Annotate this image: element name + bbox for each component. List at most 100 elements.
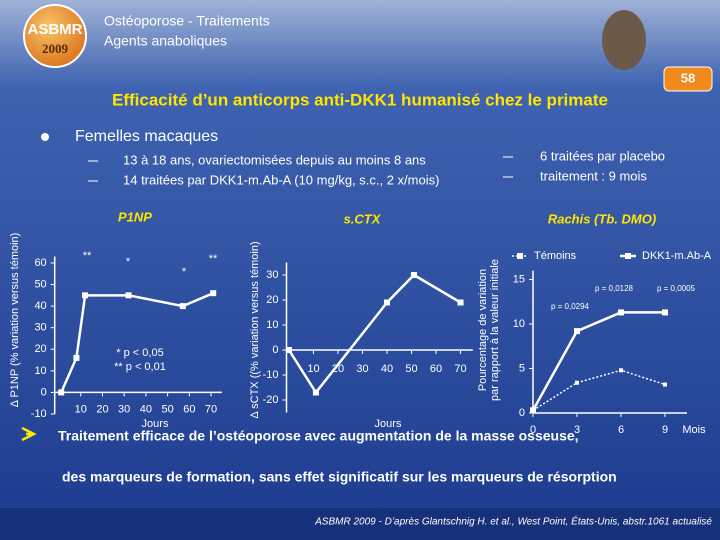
- annotation: * p < 0,05: [116, 347, 163, 359]
- x-tick-label: 50: [161, 403, 173, 415]
- y-tick-label: -10: [263, 369, 279, 381]
- legend-marker: [625, 253, 631, 259]
- y-tick-label: 30: [34, 322, 46, 334]
- footer-band: [0, 508, 720, 540]
- data-point: [663, 382, 667, 387]
- monkey-icon: [602, 10, 646, 70]
- x-axis-label: Jours: [142, 418, 169, 430]
- y-tick-label: 50: [34, 278, 46, 290]
- footer: ASBMR 2009 - D’après Glantschnig H. et a…: [314, 515, 712, 528]
- x-tick-label: 9: [662, 424, 668, 436]
- x-tick-label: 10: [307, 363, 319, 375]
- header-line: Agents anaboliques: [104, 33, 227, 49]
- x-axis-label: Mois: [682, 424, 706, 436]
- conclusion: des marqueurs de formation, sans effet s…: [62, 469, 617, 485]
- annotation: *: [126, 256, 131, 268]
- chart-title: s.CTX: [344, 211, 382, 226]
- data-point: [619, 368, 623, 373]
- x-tick-label: 40: [140, 403, 152, 415]
- y-axis-label: Δ P1NP (% variation versus témoin): [9, 233, 21, 408]
- data-point: [82, 292, 89, 299]
- data-point: [574, 328, 580, 335]
- x-tick-label: 0: [530, 424, 536, 436]
- data-point: [575, 380, 579, 385]
- y-tick-label: 10: [513, 318, 525, 330]
- y-tick-label: 30: [266, 269, 278, 281]
- x-tick-label: 70: [454, 363, 466, 375]
- x-tick-label: 20: [96, 403, 108, 415]
- data-point: [662, 309, 668, 316]
- legend-label: Témoins: [534, 250, 577, 262]
- series-line: [60, 292, 214, 393]
- detail: traitement : 9 mois: [540, 168, 647, 183]
- x-axis-label: Jours: [375, 418, 402, 430]
- data-point: [125, 292, 132, 299]
- data-point: [312, 389, 319, 396]
- x-tick-label: 20: [332, 363, 344, 375]
- y-tick-label: 5: [519, 362, 525, 374]
- y-tick-label: 40: [34, 300, 46, 312]
- y-tick-label: 0: [41, 386, 47, 398]
- x-tick-label: 50: [405, 363, 417, 375]
- data-point: [618, 309, 624, 316]
- data-point: [384, 299, 391, 306]
- data-point: [210, 290, 217, 297]
- data-point: [457, 299, 464, 306]
- y-tick-label: 60: [34, 257, 46, 269]
- page-number: 58: [681, 70, 695, 85]
- detail: 14 traitées par DKK1-m.Ab-A (10 mg/kg, s…: [123, 172, 439, 187]
- y-axis-label: Pourcentage de variation: [477, 269, 489, 391]
- x-tick-label: 30: [118, 403, 130, 415]
- y-axis-label: Δ sCTX ((% variation versus témoin): [249, 241, 261, 418]
- bullet-text: Femelles macaques: [75, 128, 218, 145]
- chart-title: Rachis (Tb. DMO): [548, 211, 656, 226]
- x-tick-label: 60: [183, 403, 195, 415]
- x-tick-label: 6: [618, 424, 624, 436]
- y-tick-label: 0: [519, 407, 525, 419]
- annotation: p = 0,0005: [657, 284, 696, 293]
- bullet: [41, 133, 49, 141]
- y-tick-label: 10: [34, 365, 46, 377]
- data-point: [530, 407, 536, 414]
- detail: 6 traitées par placebo: [540, 148, 665, 163]
- series-line: [531, 311, 665, 411]
- data-point: [58, 389, 65, 396]
- headline: Efficacité d’un anticorps anti-DKK1 huma…: [112, 90, 608, 109]
- annotation: p = 0,0128: [595, 284, 634, 293]
- annotation: ** p < 0,01: [114, 361, 166, 373]
- annotation: *: [182, 266, 187, 278]
- data-point: [410, 272, 417, 278]
- x-tick-label: 40: [381, 363, 393, 375]
- y-tick-label: 20: [34, 343, 46, 355]
- annotation: p = 0,0294: [551, 302, 590, 311]
- logo-year: 2009: [42, 41, 69, 56]
- x-tick-label: 30: [356, 363, 368, 375]
- y-tick-label: -10: [31, 408, 47, 420]
- chart-title: P1NP: [118, 209, 152, 224]
- y-tick-label: 20: [266, 294, 278, 306]
- logo-name: ASBMR: [28, 21, 83, 38]
- conclusion: Traitement efficace de l’ostéoporose ave…: [58, 428, 579, 444]
- x-tick-label: 60: [430, 363, 442, 375]
- y-tick-label: 0: [272, 344, 278, 356]
- legend-label: DKK1-m.Ab-A: [642, 250, 712, 262]
- legend-marker: [517, 253, 523, 259]
- x-tick-label: 70: [205, 403, 217, 415]
- page-number-box: [663, 66, 713, 92]
- annotation: **: [83, 250, 92, 262]
- header-line: Ostéoporose - Traitements: [104, 13, 270, 29]
- y-axis-label: par rapport à la valeur initiale: [489, 259, 501, 401]
- y-tick-label: -20: [263, 394, 279, 406]
- y-tick-label: 10: [266, 319, 278, 331]
- x-tick-label: 3: [574, 424, 580, 436]
- series-line: [532, 369, 666, 411]
- logo: [23, 4, 87, 68]
- detail: 13 à 18 ans, ovariectomisées depuis au m…: [123, 152, 426, 167]
- x-tick-label: 10: [75, 403, 87, 415]
- y-tick-label: 15: [513, 273, 525, 285]
- data-point: [285, 347, 292, 353]
- data-point: [73, 354, 80, 361]
- annotation: **: [209, 253, 218, 265]
